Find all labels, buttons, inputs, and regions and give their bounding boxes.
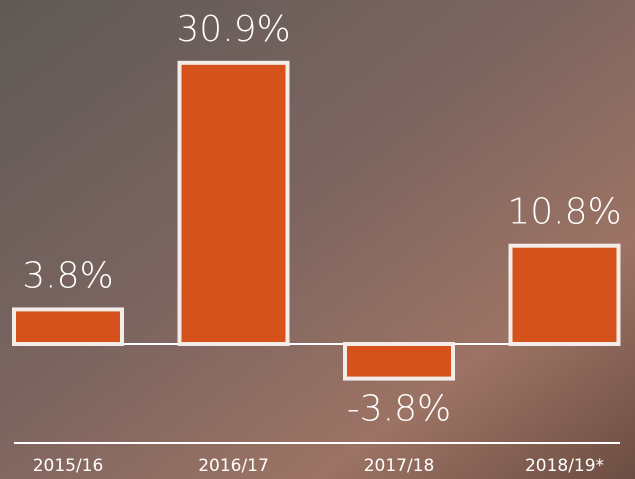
category-label: 2016/17 <box>198 456 269 476</box>
value-label: 3.8% <box>22 255 113 296</box>
category-label: 2015/16 <box>33 456 104 476</box>
category-label: 2017/18 <box>364 456 435 476</box>
value-label: 30.9% <box>176 9 290 50</box>
bar <box>343 342 455 381</box>
value-label: -3.8% <box>347 389 451 430</box>
bar <box>508 243 621 346</box>
bar <box>12 307 124 347</box>
bar <box>177 60 290 347</box>
value-label: 10.8% <box>507 192 621 233</box>
category-label: 2018/19* <box>525 456 604 476</box>
